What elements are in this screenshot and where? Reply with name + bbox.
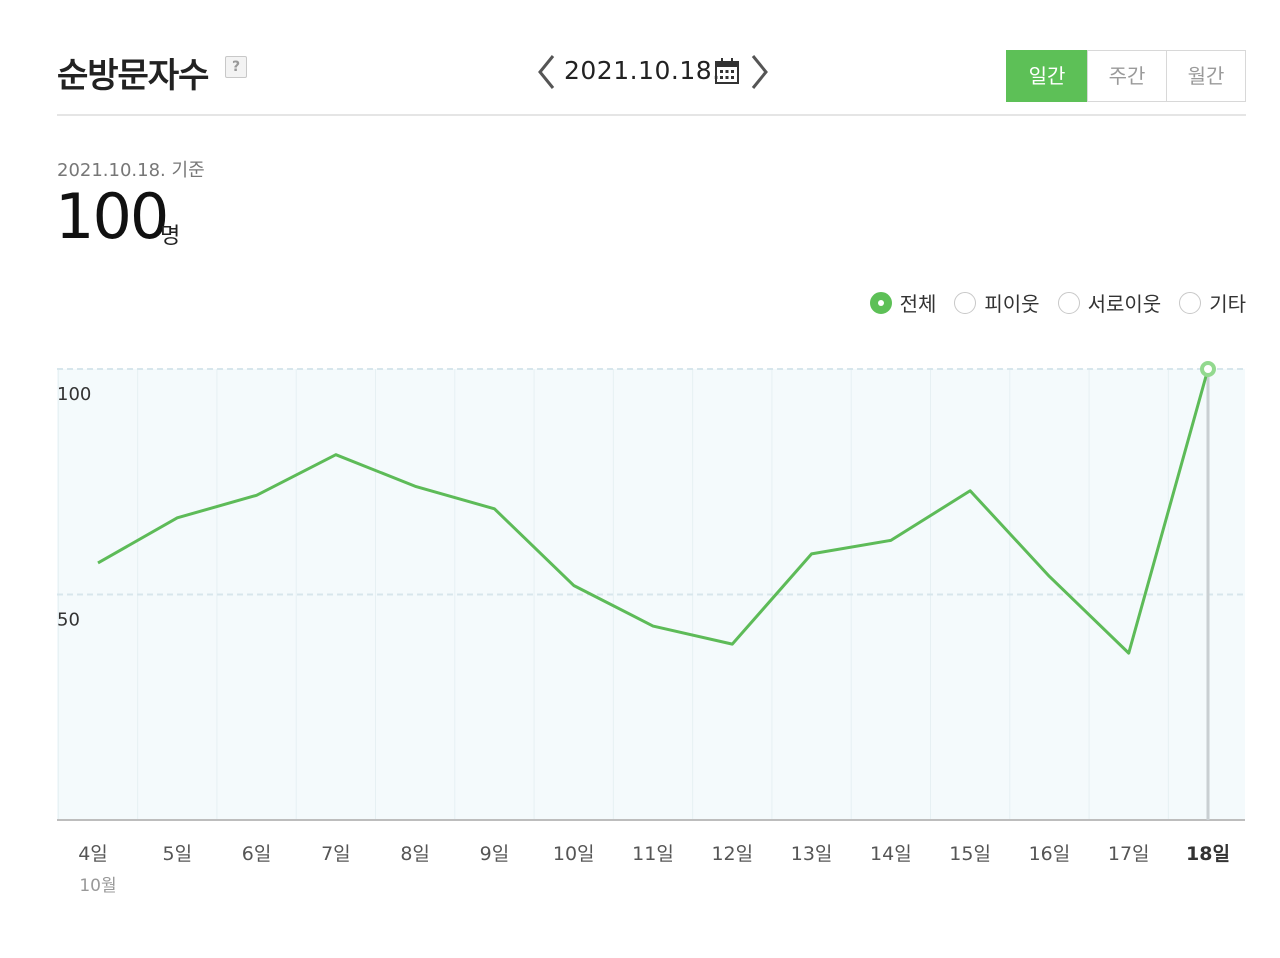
page-title: 순방문자수 (57, 56, 209, 96)
filter-other[interactable]: 기타 (1179, 288, 1246, 317)
y-tick-label: 50 (57, 610, 80, 631)
x-tick-label: 11일 (632, 843, 674, 865)
x-tick-label: 15일 (949, 843, 991, 865)
chevron-right-icon[interactable] (747, 52, 771, 92)
stats-header: 순방문자수 ? 2021.10.18. 일간 주간 월간 (57, 40, 1246, 116)
basis-date: 2021.10.18. 기준 (57, 160, 205, 181)
visitor-count: 100 (55, 180, 169, 253)
filter-neighbor[interactable]: 피이웃 (954, 288, 1040, 317)
tab-weekly[interactable]: 주간 (1087, 50, 1167, 102)
chevron-left-icon[interactable] (535, 52, 559, 92)
current-date: 2021.10.18. (564, 56, 721, 85)
x-tick-label: 4일 (78, 843, 108, 865)
calendar-icon[interactable] (715, 58, 739, 84)
visitor-type-filters: 전체 피이웃 서로이웃 기타 (852, 288, 1246, 317)
tab-daily[interactable]: 일간 (1006, 50, 1088, 102)
period-tabs: 일간 주간 월간 (1006, 50, 1246, 104)
x-tick-label: 10일 (553, 843, 595, 865)
radio-other[interactable] (1179, 291, 1202, 314)
filter-all[interactable]: 전체 (869, 288, 937, 317)
x-tick-label: 13일 (791, 843, 833, 865)
x-tick-label: 5일 (162, 843, 192, 865)
series-line (97, 368, 1210, 655)
x-tick-label: 6일 (242, 843, 272, 865)
radio-all[interactable] (869, 291, 892, 314)
y-tick-label: 100 (57, 384, 91, 405)
radio-neighbor[interactable] (954, 291, 977, 314)
filter-label: 피이웃 (984, 292, 1040, 316)
data-point-highlight (1200, 361, 1216, 377)
x-tick-label: 14일 (870, 843, 912, 865)
filter-label: 전체 (899, 292, 937, 316)
month-label: 10월 (79, 876, 116, 896)
x-tick-label: 8일 (400, 843, 430, 865)
filter-mutual-neighbor[interactable]: 서로이웃 (1057, 288, 1162, 317)
filter-label: 기타 (1209, 292, 1246, 316)
x-tick-label: 17일 (1108, 843, 1150, 865)
x-tick-label: 7일 (321, 843, 351, 865)
question-icon[interactable]: ? (225, 56, 247, 78)
filter-label: 서로이웃 (1087, 292, 1162, 316)
x-tick-label: 9일 (480, 843, 510, 865)
tab-monthly[interactable]: 월간 (1166, 50, 1246, 102)
x-tick-label: 18일 (1186, 843, 1230, 865)
x-tick-label: 16일 (1029, 843, 1071, 865)
radio-mutual-neighbor[interactable] (1057, 291, 1080, 314)
x-tick-label: 12일 (711, 843, 753, 865)
visitor-unit: 명 (160, 224, 181, 249)
